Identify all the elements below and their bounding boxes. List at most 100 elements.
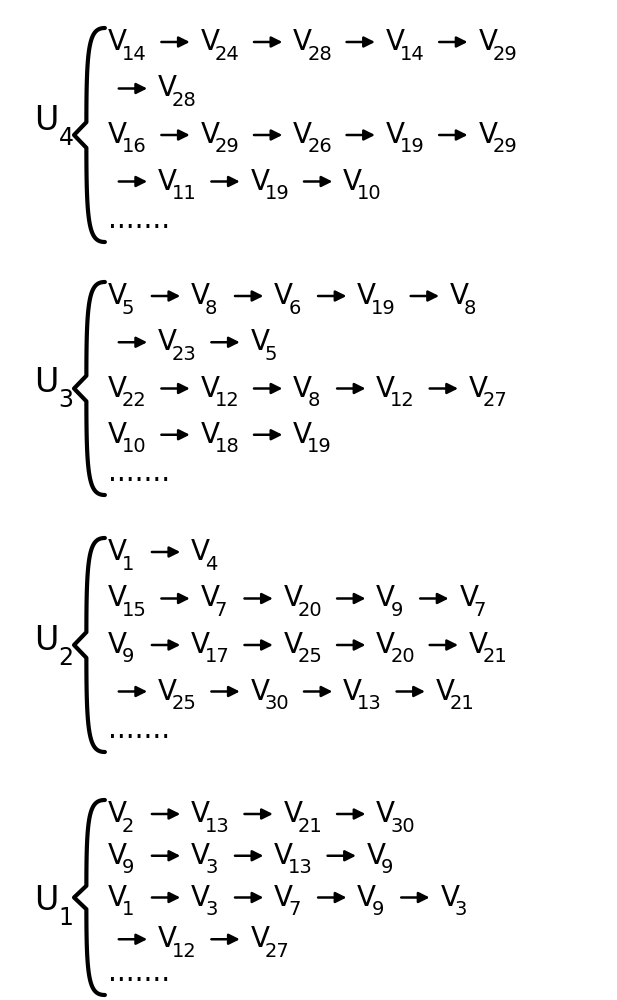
Text: 30: 30 [265,694,289,713]
Text: 4: 4 [205,554,217,574]
Text: 1: 1 [122,554,135,574]
Text: 25: 25 [172,694,197,713]
Text: V: V [343,167,362,196]
Text: V: V [158,678,177,706]
Text: V: V [251,328,270,356]
Text: V: V [191,282,210,310]
Text: 19: 19 [307,437,332,456]
Text: 13: 13 [205,816,230,836]
Text: 9: 9 [122,858,135,877]
Text: 7: 7 [288,900,300,919]
Text: 2: 2 [122,816,135,836]
Text: V: V [469,631,488,659]
Text: V: V [274,884,293,912]
Text: V: V [201,584,220,612]
Text: V: V [450,282,469,310]
Text: ·······: ······· [108,214,170,242]
Text: V: V [251,925,270,953]
Text: V: V [284,584,303,612]
Text: 1: 1 [122,900,135,919]
Text: 9: 9 [381,858,393,877]
Text: V: V [191,800,210,828]
Text: 3: 3 [59,388,73,412]
Text: 26: 26 [307,137,332,156]
Text: 11: 11 [172,184,197,203]
Text: 21: 21 [450,694,474,713]
Text: 10: 10 [122,437,147,456]
Text: V: V [376,800,395,828]
Text: 19: 19 [265,184,289,203]
Text: V: V [478,121,497,149]
Text: U: U [34,365,59,398]
Text: V: V [376,375,395,403]
Text: V: V [191,884,210,912]
Text: V: V [357,884,376,912]
Text: 17: 17 [205,648,230,666]
Text: 13: 13 [288,858,313,877]
Text: 4: 4 [59,126,73,150]
Text: 12: 12 [172,942,197,961]
Text: 19: 19 [400,137,424,156]
Text: V: V [376,584,395,612]
Text: U: U [34,104,59,136]
Text: V: V [376,631,395,659]
Text: V: V [108,375,127,403]
Text: 12: 12 [215,391,239,410]
Text: 29: 29 [215,137,239,156]
Text: 27: 27 [265,942,289,961]
Text: 8: 8 [205,298,217,318]
Text: 20: 20 [391,648,415,666]
Text: 21: 21 [483,648,508,666]
Text: V: V [441,884,460,912]
Text: V: V [469,375,488,403]
Text: V: V [108,282,127,310]
Text: V: V [108,421,127,449]
Text: V: V [201,375,220,403]
Text: 5: 5 [122,298,135,318]
Text: V: V [108,28,127,56]
Text: V: V [386,28,405,56]
Text: V: V [274,842,293,870]
Text: V: V [274,282,293,310]
Text: ·······: ······· [108,467,170,495]
Text: 9: 9 [391,601,403,620]
Text: 3: 3 [454,900,466,919]
Text: 29: 29 [492,137,517,156]
Text: V: V [357,282,376,310]
Text: 29: 29 [492,44,517,64]
Text: V: V [191,842,210,870]
Text: 23: 23 [172,345,197,364]
Text: V: V [293,375,312,403]
Text: 22: 22 [122,391,147,410]
Text: 3: 3 [205,858,217,877]
Text: V: V [460,584,478,612]
Text: V: V [293,121,312,149]
Text: 20: 20 [297,601,322,620]
Text: ·······: ······· [108,967,170,995]
Text: V: V [293,421,312,449]
Text: V: V [191,631,210,659]
Text: 5: 5 [265,345,277,364]
Text: 24: 24 [215,44,239,64]
Text: V: V [284,631,303,659]
Text: 14: 14 [122,44,147,64]
Text: U: U [34,624,59,656]
Text: V: V [108,538,127,566]
Text: 10: 10 [357,184,382,203]
Text: V: V [343,678,362,706]
Text: 19: 19 [371,298,396,318]
Text: 21: 21 [297,816,323,836]
Text: V: V [251,167,270,196]
Text: 13: 13 [357,694,382,713]
Text: ·······: ······· [108,724,170,752]
Text: 15: 15 [122,601,147,620]
Text: 7: 7 [215,601,227,620]
Text: V: V [108,842,127,870]
Text: 18: 18 [215,437,239,456]
Text: 27: 27 [483,391,508,410]
Text: V: V [251,678,270,706]
Text: 2: 2 [59,646,73,670]
Text: 28: 28 [307,44,332,64]
Text: 1: 1 [59,906,73,930]
Text: V: V [158,167,177,196]
